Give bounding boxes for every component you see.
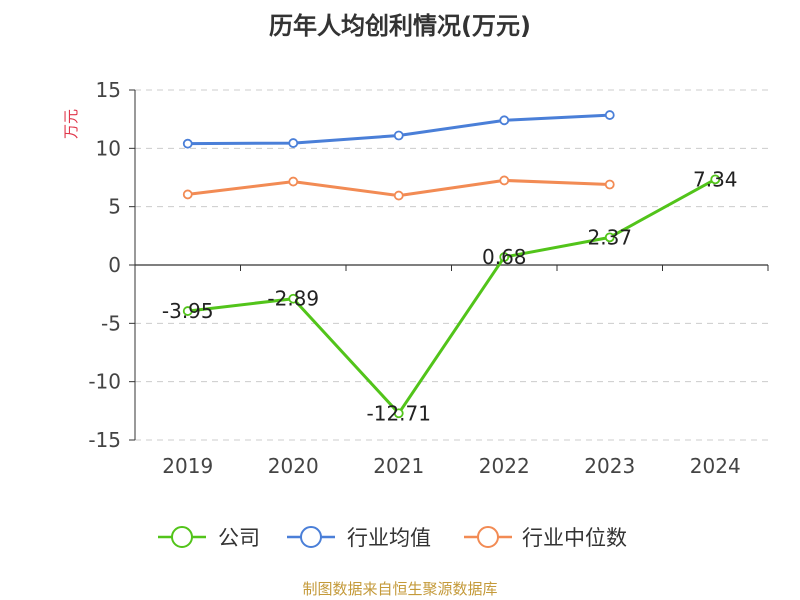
data-point	[288, 176, 299, 187]
data-labels: -3.95 -2.89 -12.71 0.68 2.37 7.34	[162, 167, 738, 425]
x-tick-label: 2019	[162, 454, 213, 478]
y-tick-label: -10	[88, 370, 121, 394]
legend-label: 行业中位数	[522, 526, 627, 550]
data-point	[288, 293, 299, 304]
data-point	[499, 175, 510, 186]
data-label: -2.89	[267, 287, 319, 311]
y-tick-label: -5	[101, 311, 121, 335]
legend-marker	[477, 526, 499, 548]
data-label: 7.34	[693, 167, 738, 191]
x-tick-label: 2023	[584, 454, 635, 478]
data-label: -3.95	[162, 299, 214, 323]
data-point	[499, 115, 510, 126]
data-point	[182, 189, 193, 200]
chart-title: 历年人均创利情况(万元)	[269, 12, 531, 40]
data-point	[710, 174, 721, 185]
data-label: -12.71	[367, 401, 431, 425]
series-line	[187, 178, 716, 415]
y-tick-label: 5	[108, 195, 121, 219]
y-tick-label: -15	[88, 428, 121, 452]
data-point	[604, 110, 615, 120]
legend: 公司 行业均值 行业中位数	[158, 526, 627, 550]
data-point	[182, 306, 193, 316]
data-point	[182, 138, 193, 149]
data-point	[499, 252, 510, 262]
legend-label: 行业均值	[347, 526, 431, 550]
y-axis-label: 万元	[62, 109, 80, 139]
series-layer	[182, 110, 721, 419]
legend-marker	[300, 526, 322, 548]
legend-marker	[171, 526, 193, 548]
legend-label: 公司	[218, 526, 260, 550]
data-point	[393, 130, 404, 141]
data-label: 0.68	[482, 245, 527, 269]
source-note: 制图数据来自恒生聚源数据库	[302, 580, 498, 598]
x-tick-label: 2024	[690, 454, 741, 478]
data-point	[288, 138, 299, 148]
x-tick-label: 2022	[479, 454, 530, 478]
y-tick-label: 10	[96, 136, 121, 160]
data-point	[393, 408, 404, 419]
data-point	[393, 190, 404, 201]
x-tick-label: 2020	[268, 454, 319, 478]
y-tick-label: 15	[96, 78, 121, 102]
data-label: 2.37	[587, 225, 632, 249]
axes: 15 10 5 0 -5 -10 -15 2019 2020 2021 2022 2023 2024	[88, 78, 769, 478]
y-tick-label: 0	[108, 253, 121, 277]
data-point	[604, 179, 615, 190]
data-point	[604, 232, 615, 243]
x-tick-label: 2021	[373, 454, 424, 478]
